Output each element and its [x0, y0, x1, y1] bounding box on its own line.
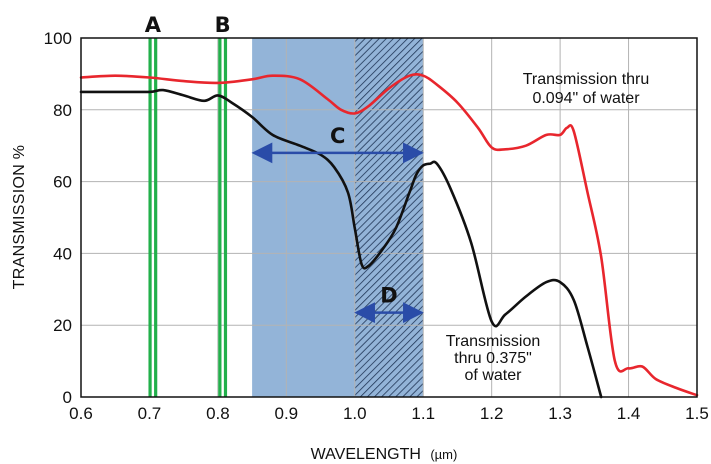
series-line-0-094-water [79, 73, 699, 397]
series-label-0-094-water: Transmission thru 0.094" of water [523, 71, 650, 107]
x-tick-label: 0.7 [138, 404, 162, 423]
y-tick-label: 40 [53, 244, 72, 263]
x-tick-label: 1.3 [548, 404, 572, 423]
arrow-d-label: D [380, 284, 397, 308]
y-tick-label: 20 [53, 316, 72, 335]
series-label-line: of water [465, 367, 523, 384]
y-tick-label: 0 [63, 388, 72, 407]
x-tick-label: 1.1 [411, 404, 435, 423]
series-label-line: 0.094" of water [532, 90, 640, 107]
arrows-layer [251, 142, 424, 324]
x-tick-label: 1.5 [685, 404, 709, 423]
y-axis-label: TRANSMISSION % [11, 145, 28, 290]
plot-frame [80, 37, 698, 398]
shaded-regions-layer [252, 38, 424, 397]
shaded-region-solid [252, 38, 355, 397]
series-label-line: thru 0.375" [454, 350, 532, 367]
series-layer [79, 73, 699, 399]
series-label-0-375-water: Transmission thru 0.375" of water [446, 333, 541, 384]
x-tick-label: 1.4 [617, 404, 641, 423]
series-line-0-375-water [79, 88, 603, 399]
x-tick-label: 0.9 [275, 404, 299, 423]
band-a-label: A [145, 13, 162, 37]
x-tick-label: 0.8 [206, 404, 230, 423]
x-axis-label-text: WAVELENGTH [311, 446, 421, 463]
x-tick-label: 0.6 [69, 404, 93, 423]
plot-frame-layer [80, 37, 698, 398]
y-tick-label: 60 [53, 173, 72, 192]
y-tick-label: 100 [44, 29, 72, 48]
tick-labels-layer: 0.6 0.7 0.8 0.9 1.0 1.1 1.2 1.3 1.4 1.5 0 20 40 60 80 1… [44, 29, 709, 423]
series-label-line: Transmission thru [523, 71, 650, 88]
x-axis-unit-label: (µm) [430, 447, 457, 462]
band-b-label: B [215, 13, 231, 37]
shaded-region-hatched [354, 38, 424, 397]
series-label-line: Transmission [446, 333, 541, 350]
y-tick-label: 80 [53, 101, 72, 120]
x-tick-label: 1.2 [480, 404, 504, 423]
x-tick-label: 1.0 [343, 404, 367, 423]
arrow-c-label: C [330, 124, 345, 148]
x-axis-label: WAVELENGTH (µm) [311, 446, 458, 463]
grid-layer [81, 38, 697, 397]
